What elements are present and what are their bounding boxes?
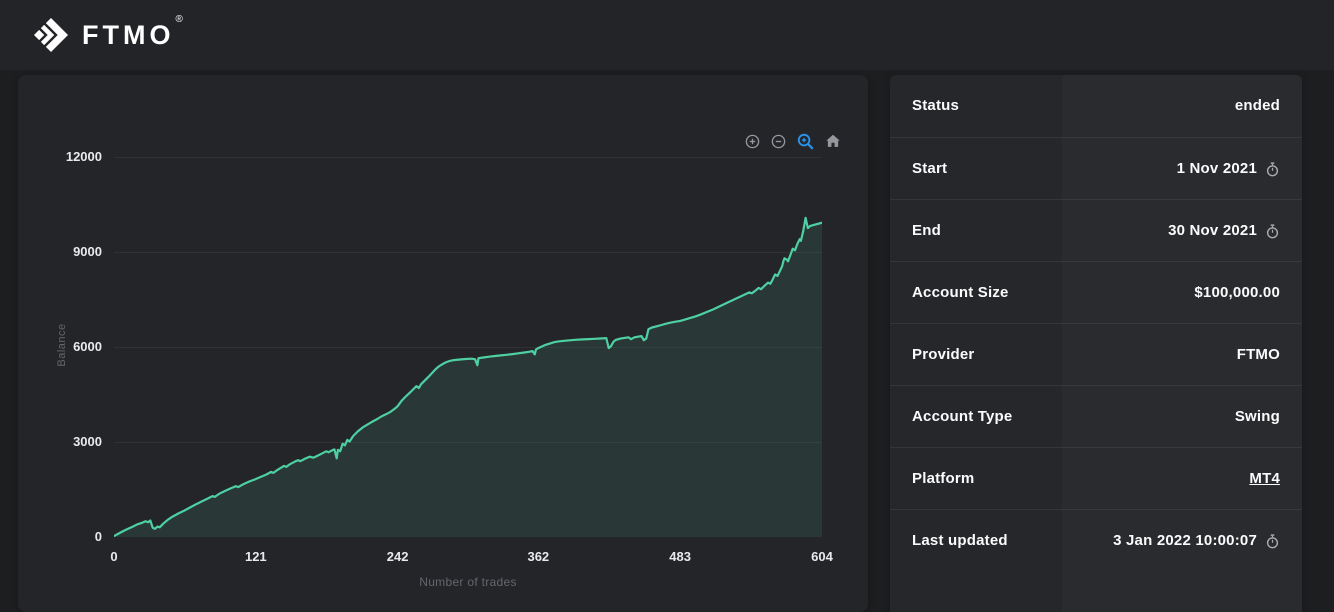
chart-toolbar: [744, 131, 842, 151]
zoom-in-icon[interactable]: [744, 133, 761, 150]
y-tick-label: 12000: [65, 149, 102, 164]
info-rows: Status ended Start 1 Nov 2021 End 30 Nov 2021…: [890, 75, 1302, 571]
x-tick-label: 604: [811, 549, 833, 564]
info-value-text: FTMO: [1236, 346, 1280, 363]
x-tick-label: 0: [110, 549, 118, 564]
info-value-account-size: $100,000.00: [1194, 262, 1280, 324]
info-value-provider: FTMO: [1237, 324, 1280, 386]
info-value-text: 30 Nov 2021: [1168, 222, 1257, 239]
info-label-end: End: [912, 222, 941, 239]
balance-chart-card: Balance 0 3000 6000 9000 12000 0 121 242 362 483…: [18, 75, 868, 612]
trademark-symbol: ®: [175, 14, 183, 25]
info-label-start: Start: [912, 160, 948, 177]
home-icon[interactable]: [824, 132, 842, 150]
info-row-start: Start 1 Nov 2021: [890, 137, 1302, 199]
info-label-platform: Platform: [912, 470, 975, 487]
app-header: FTMO ®: [0, 0, 1334, 70]
selection-zoom-icon[interactable]: [796, 132, 815, 151]
info-value-platform[interactable]: MT4: [1249, 448, 1280, 510]
x-tick-label: 483: [669, 549, 691, 564]
info-label-status: Status: [912, 97, 960, 114]
x-tick-label: 362: [527, 549, 550, 564]
y-tick-label: 6000: [73, 339, 102, 354]
info-row-end: End 30 Nov 2021: [890, 199, 1302, 261]
info-row-platform: Platform MT4: [890, 447, 1302, 509]
info-value-text: 1 Nov 2021: [1176, 160, 1257, 177]
account-info-panel: Status ended Start 1 Nov 2021 End 30 Nov 2021…: [890, 75, 1302, 612]
info-row-account-type: Account Type Swing: [890, 385, 1302, 447]
stopwatch-icon: [1265, 223, 1280, 239]
info-value-text: Swing: [1234, 408, 1280, 425]
ftmo-logo[interactable]: FTMO ®: [32, 14, 183, 55]
ftmo-logo-icon: [32, 16, 70, 54]
info-value-text: 3 Jan 2022 10:00:07: [1113, 532, 1257, 549]
info-value-last-updated: 3 Jan 2022 10:00:07: [1113, 510, 1280, 572]
info-value-text: $100,000.00: [1194, 284, 1280, 301]
info-row-provider: Provider FTMO: [890, 323, 1302, 385]
x-axis-title: Number of trades: [419, 575, 517, 589]
info-value-text: ended: [1234, 97, 1280, 114]
info-value-start: 1 Nov 2021: [1177, 138, 1280, 200]
info-value-status: ended: [1235, 75, 1280, 137]
stopwatch-icon: [1265, 533, 1280, 549]
info-value-text[interactable]: MT4: [1249, 470, 1280, 487]
x-tick-label: 242: [386, 549, 409, 564]
info-row-account-size: Account Size $100,000.00: [890, 261, 1302, 323]
info-value-account-type: Swing: [1235, 386, 1280, 448]
stopwatch-icon: [1265, 161, 1280, 177]
y-tick-label: 0: [94, 529, 102, 544]
y-tick-label: 9000: [73, 244, 102, 259]
balance-line-series: [112, 216, 824, 538]
info-label-account-size: Account Size: [912, 284, 1009, 301]
info-label-account-type: Account Type: [912, 408, 1013, 425]
panel-value-column-bg: [1062, 75, 1302, 612]
info-row-last-updated: Last updated 3 Jan 2022 10:00:07: [890, 509, 1302, 571]
info-row-status: Status ended: [890, 75, 1302, 137]
balance-area-fill: [114, 217, 822, 538]
zoom-out-icon[interactable]: [770, 133, 787, 150]
info-label-last-updated: Last updated: [912, 532, 1008, 549]
info-value-end: 30 Nov 2021: [1168, 200, 1280, 262]
y-tick-label: 3000: [73, 434, 102, 449]
chart-plot-area[interactable]: [112, 157, 824, 538]
info-label-provider: Provider: [912, 346, 975, 363]
logo-text: FTMO: [82, 19, 175, 50]
x-tick-label: 121: [244, 549, 267, 564]
